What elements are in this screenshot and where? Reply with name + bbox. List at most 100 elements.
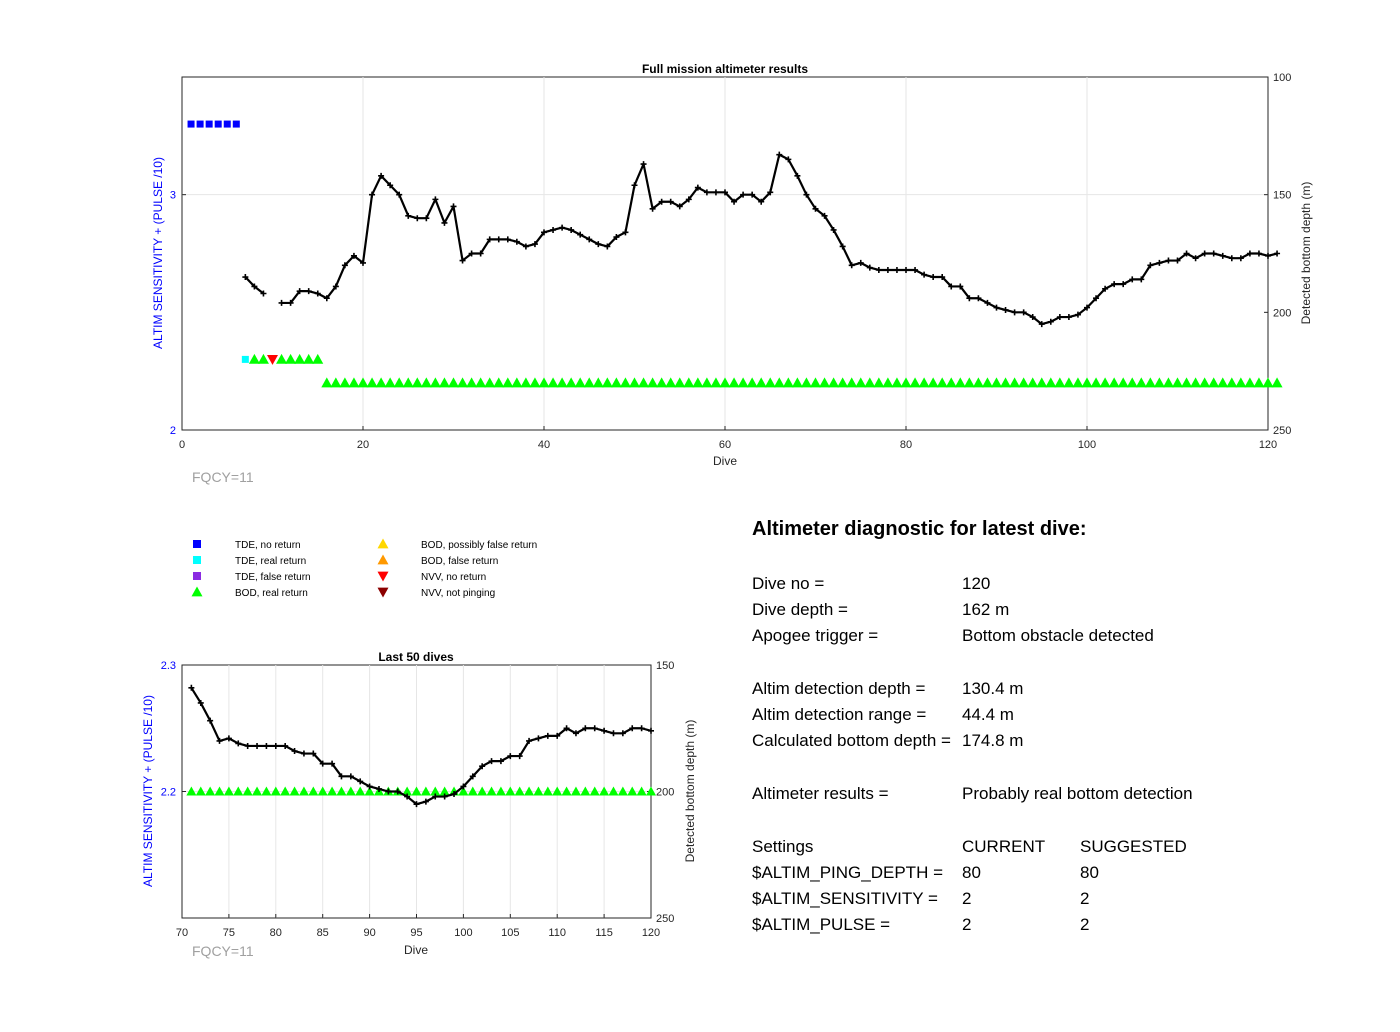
depth-point [1093,295,1100,302]
depth-point [712,189,719,196]
depth-point [794,172,801,179]
bod-real-return-point [375,377,387,388]
depth-point [1047,318,1054,325]
depth-point [544,732,551,739]
depth-point [649,205,656,212]
depth-point [522,243,529,250]
bod-real-return-point [511,377,523,388]
bod-real-return-point [520,377,532,388]
legend-label: TDE, real return [235,556,306,567]
tde-no-return-point [205,120,213,128]
main-right-axis-label: Detected bottom depth (m) [1299,182,1313,325]
depth-point [469,773,476,780]
bod-real-return-point [505,786,516,796]
depth-point [459,257,466,264]
main-chart: 0 20 40 60 80 100 120 2 3 100 150 200 250 Full missi… [151,62,1313,485]
bod-real-return-point [477,786,488,796]
bod-real-return-point [674,377,686,388]
bod-real-return-point [1190,377,1202,388]
x-tick-label: 100 [1078,439,1096,451]
bod-real-return-point [345,786,356,796]
bod-real-return-point [918,377,930,388]
bod-real-return-point [448,377,459,388]
depth-point [479,763,486,770]
bod-real-return-point [846,377,858,388]
bod-real-return-point [828,377,840,388]
bod-real-return-point [810,377,821,388]
bod-real-return-point [312,353,324,364]
depth-point [287,299,294,306]
diag-value: 174.8 m [962,731,1024,750]
bod-real-return-point [430,786,441,796]
depth-point [1111,281,1118,288]
bod-real-return-point [348,377,360,388]
y-right-tick-label: 150 [1273,190,1291,202]
main-marks [187,120,1283,388]
depth-point [776,151,783,158]
bod-real-return-point [1262,377,1274,388]
bod-real-return-point [214,786,225,796]
depth-point [341,262,348,269]
depth-point [323,295,330,302]
tde-no-return-point [196,120,204,128]
bod-real-return-point [855,377,867,388]
depth-point [619,730,626,737]
bod-real-return-point [1099,377,1111,388]
bod-real-return-point [936,377,948,388]
depth-point [450,203,457,210]
bod-real-return-point [773,377,785,388]
legend-label: NVV, not pinging [421,588,495,599]
depth-point [930,274,937,281]
bod-real-return-point [1063,377,1075,388]
legend: TDE, no return TDE, real return TDE, false… [191,538,537,599]
depth-point [577,231,584,238]
depth-point [310,750,317,757]
small-chart: 70 75 80 85 90 95 100 105 110 115 120 2.2 2.3 150 200 2… [141,650,697,959]
bod-real-return-point [285,353,297,364]
legend-marker [193,540,201,548]
diag-label: Calculated bottom depth = [752,731,951,750]
depth-point [767,189,774,196]
bod-real-return-point [529,377,541,388]
bod-real-return-point [909,377,921,388]
main-x-axis-label: Dive [713,454,737,468]
x-tick-label: 80 [270,927,282,939]
bod-real-return-point [646,786,656,796]
bod-real-return-point [1244,377,1256,388]
bod-real-return-point [438,377,450,388]
small-fqcy-annotation: FQCY=11 [192,943,254,959]
diag-label: Altim detection depth = [752,679,926,698]
small-marks [186,684,656,808]
bod-real-return-point [837,377,849,388]
depth-point [369,191,376,198]
depth-point [497,758,504,765]
y-left-tick-label: 3 [170,190,176,202]
depth-point [404,793,411,800]
depth-point [685,196,692,203]
x-tick-label: 20 [357,439,369,451]
depth-point [1228,255,1235,262]
depth-point [486,236,493,243]
y-left-tick-label: 2.2 [161,787,176,799]
depth-point [1183,250,1190,257]
y-right-tick-label: 200 [1273,307,1291,319]
bod-real-return-point [627,786,638,796]
depth-point [731,198,738,205]
bod-real-return-point [308,786,319,796]
depth-point [451,791,458,798]
bod-real-return-point [636,786,647,796]
setting-label: $ALTIM_PING_DEPTH = [752,863,943,882]
depth-point [305,288,312,295]
depth-point [559,224,566,231]
bod-real-return-point [972,377,984,388]
diagnostic-panel: Altimeter diagnostic for latest dive: Di… [752,518,1372,958]
depth-point [676,203,683,210]
bod-real-return-point [420,377,432,388]
bod-real-return-point [1153,377,1165,388]
bod-real-return-point [1072,377,1084,388]
depth-point [912,266,919,273]
bod-real-return-point [1000,377,1012,388]
legend-marker [191,586,203,597]
depth-point [1074,311,1081,318]
depth-point [1056,314,1063,321]
